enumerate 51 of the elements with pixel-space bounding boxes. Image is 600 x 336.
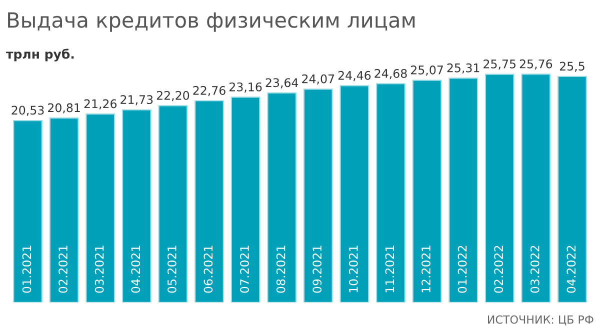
bar — [13, 120, 42, 302]
x-tick-label: 11.2021 — [385, 246, 394, 292]
data-label: 24,46 — [338, 70, 371, 82]
bar — [448, 78, 478, 302]
bar — [340, 85, 370, 302]
chart-title: Выдача кредитов физическим лицам — [8, 12, 415, 32]
x-tick-label: 03.2022 — [530, 246, 540, 293]
text: ИСТОЧНИК: ЦБ РФ — [488, 315, 594, 326]
x-tick-label: 09.2021 — [312, 246, 322, 293]
bar — [86, 113, 116, 302]
data-label: 25,76 — [520, 59, 552, 70]
data-label: 25,07 — [411, 66, 443, 76]
data-label: 25,75 — [484, 60, 516, 70]
data-label: 21,73 — [120, 95, 153, 106]
x-tick-label: 03.2021 — [94, 246, 104, 293]
x-tick-label: 05.2021 — [167, 246, 176, 293]
data-label: 23,16 — [230, 82, 262, 93]
bar — [558, 76, 587, 302]
bar — [158, 105, 188, 302]
data-label: 20,53 — [12, 106, 44, 116]
x-tick-label: 06.2021 — [204, 246, 213, 293]
x-tick-label: 04.2021 — [131, 246, 140, 293]
bar — [303, 88, 333, 302]
chart-subtitle: трлн руб. — [6, 48, 74, 62]
bar — [267, 92, 297, 302]
bar — [49, 117, 79, 302]
bar — [122, 109, 152, 302]
x-tick-label: 04.2022 — [566, 246, 576, 293]
data-label: 25,5 — [560, 62, 584, 72]
data-label: 24,07 — [302, 74, 334, 85]
x-tick-label: 08.2021 — [276, 246, 286, 293]
data-label: 23,64 — [266, 78, 298, 88]
bar — [194, 100, 224, 302]
x-tick-label: 07.2021 — [240, 246, 249, 293]
data-label: 25,31 — [447, 63, 480, 74]
data-label: 21,26 — [84, 99, 117, 110]
data-label: 22,20 — [156, 90, 190, 102]
bar — [230, 96, 260, 302]
x-tick-label: 12.2021 — [422, 246, 430, 292]
data-label: 24,68 — [374, 68, 407, 80]
bar — [521, 74, 551, 302]
data-label: 22,76 — [193, 86, 226, 96]
bar — [376, 83, 406, 302]
bar — [412, 80, 442, 302]
x-tick-label: 01.2022 — [458, 246, 467, 293]
x-tick-label: 01.2021 — [22, 246, 32, 293]
bar — [484, 74, 514, 302]
x-tick-label: 02.2022 — [494, 246, 504, 293]
x-tick-label: 02.2021 — [58, 246, 68, 293]
x-tick-label: 10.2021 — [348, 246, 358, 292]
data-label: 20,81 — [48, 103, 80, 114]
